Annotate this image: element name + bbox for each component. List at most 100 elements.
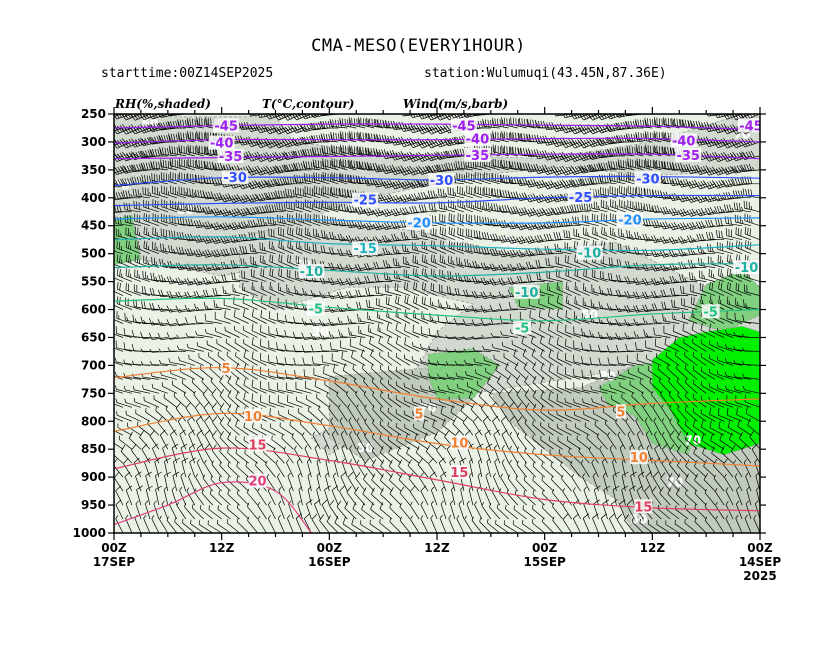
wind-barb — [123, 385, 141, 394]
wind-barb — [338, 404, 348, 422]
wind-barb — [532, 504, 545, 520]
wind-barb — [168, 358, 186, 366]
y-tick-label: 450 — [81, 219, 106, 233]
wind-barb — [583, 410, 599, 422]
temperature-label: -5 — [703, 305, 717, 320]
wind-barb — [348, 145, 366, 157]
wind-barb — [244, 114, 249, 115]
wind-barb — [275, 459, 285, 478]
wind-barb — [440, 471, 447, 492]
wind-barb — [393, 114, 411, 115]
wind-barb — [684, 445, 698, 464]
temperature-label-bg — [244, 408, 263, 423]
wind-barb — [313, 199, 330, 213]
temperature-label: -25 — [569, 191, 593, 206]
wind-barb — [204, 313, 222, 324]
wind-barb — [668, 390, 680, 408]
wind-barb — [474, 501, 483, 520]
temperature-label: -30 — [636, 172, 660, 187]
wind-barb — [573, 382, 590, 394]
wind-barb — [678, 261, 698, 270]
wind-barb — [312, 159, 330, 171]
wind-barb — [295, 199, 312, 213]
wind-barb — [115, 398, 133, 408]
wind-barb — [749, 430, 760, 450]
wind-barb — [661, 431, 671, 450]
wind-barb — [235, 390, 249, 408]
wind-barb — [352, 365, 366, 380]
wind-barb — [694, 473, 707, 492]
wind-barb — [312, 243, 330, 255]
wind-barb — [346, 486, 357, 506]
wind-barb — [663, 325, 680, 338]
wind-barb — [626, 114, 644, 117]
wind-barb — [349, 338, 366, 352]
wind-barb — [273, 114, 294, 121]
wind-barb — [565, 295, 581, 310]
wind-barb — [700, 381, 716, 394]
wind-barb — [438, 457, 447, 478]
wind-barb — [732, 177, 752, 186]
wind-barb — [454, 360, 473, 366]
temperature-contour — [114, 412, 760, 467]
wind-barb — [326, 515, 339, 533]
wind-barb — [556, 365, 572, 380]
wind-barb — [542, 114, 545, 115]
wind-barb — [589, 176, 608, 185]
wind-barb — [268, 311, 285, 324]
wind-barb — [602, 499, 610, 520]
wind-barb — [370, 487, 384, 506]
wind-barb — [722, 138, 743, 149]
temperature-contour — [114, 263, 760, 277]
x-tick-label: 12Z — [209, 541, 235, 555]
wind-barb — [141, 301, 159, 310]
wind-barb — [565, 352, 581, 366]
wind-barb — [573, 326, 590, 338]
wind-barb — [715, 515, 725, 533]
wind-barb — [482, 345, 500, 352]
wind-barb — [391, 233, 411, 242]
wind-barb — [745, 500, 752, 520]
station-label: station:Wulumuqi(43.45N,87.36E) — [424, 66, 667, 81]
wind-barb — [409, 205, 429, 214]
wind-barb — [457, 185, 473, 199]
wind-barb — [331, 430, 339, 450]
wind-barb — [298, 486, 303, 506]
wind-barb — [233, 325, 249, 338]
wind-barb — [578, 124, 599, 135]
wind-barb — [744, 240, 760, 255]
wind-barb — [399, 516, 411, 533]
wind-barb — [339, 485, 348, 506]
y-tick-label: 750 — [81, 386, 106, 400]
wind-barb — [642, 317, 662, 325]
wind-barb — [569, 138, 590, 149]
wind-barb — [398, 459, 411, 478]
wind-barb — [609, 445, 617, 464]
rh-region — [239, 219, 760, 456]
x-tick-label: 00Z — [101, 541, 127, 555]
wind-barb — [522, 519, 536, 533]
wind-barb — [347, 315, 366, 324]
x-tick-year-label: 2025 — [743, 569, 776, 583]
wind-barb — [726, 282, 743, 296]
wind-barb — [294, 445, 303, 464]
wind-barb — [373, 274, 393, 282]
wind-barb — [556, 337, 572, 352]
wind-barb — [116, 240, 133, 255]
wind-barb — [139, 149, 159, 159]
wind-barb — [394, 282, 411, 296]
wind-barb — [548, 423, 563, 436]
wind-barb — [522, 348, 536, 366]
wind-barb — [516, 460, 527, 478]
x-tick-date-label: 14SEP — [739, 555, 782, 569]
wind-barb — [442, 418, 456, 436]
wind-barb — [185, 332, 204, 338]
wind-barb — [601, 226, 617, 241]
wind-barb — [389, 517, 402, 533]
wind-barb — [487, 376, 501, 394]
wind-barb — [540, 421, 554, 436]
wind-barb — [675, 351, 689, 366]
y-axis: 2503003504004505005506006507007508008509… — [73, 107, 766, 540]
wind-barb — [635, 131, 653, 143]
wind-barb — [647, 519, 662, 533]
